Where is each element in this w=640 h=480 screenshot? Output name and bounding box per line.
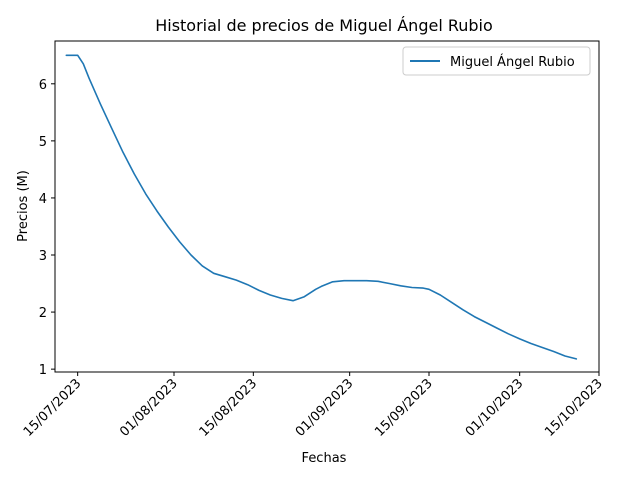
series-line-miguel-angel-rubio <box>65 54 578 360</box>
y-tick-label: 1 <box>39 363 47 378</box>
x-tick-label: 15/07/2023 <box>21 376 85 440</box>
y-tick-label: 4 <box>39 192 47 207</box>
legend: Miguel Ángel Rubio <box>402 46 591 76</box>
x-tick-label: 01/10/2023 <box>463 376 527 440</box>
plot-area: 1 2 3 4 5 6 15/07/2023 01/08/2023 15/08/2023 01/… <box>21 40 606 440</box>
x-tick-label: 15/10/2023 <box>542 376 606 440</box>
y-tick-label: 6 <box>39 78 47 93</box>
x-tick-label: 01/09/2023 <box>293 376 357 440</box>
y-axis-ticks: 1 2 3 4 5 6 <box>39 78 55 378</box>
x-axis-ticks: 15/07/2023 01/08/2023 15/08/2023 01/09/2023… <box>21 372 606 440</box>
legend-box <box>402 46 591 76</box>
y-tick-label: 5 <box>39 135 47 150</box>
x-tick-label: 15/08/2023 <box>197 376 261 440</box>
x-tick-label: 15/09/2023 <box>372 376 436 440</box>
plot-frame <box>54 40 600 373</box>
y-tick-label: 3 <box>39 249 47 264</box>
x-tick-label: 01/08/2023 <box>117 376 181 440</box>
y-axis-label: Precios (M) <box>16 170 31 242</box>
legend-label: Miguel Ángel Rubio <box>450 54 575 70</box>
y-tick-label: 2 <box>39 306 47 321</box>
x-axis-label: Fechas <box>302 451 347 466</box>
chart-title: Historial de precios de Miguel Ángel Rub… <box>155 16 493 35</box>
